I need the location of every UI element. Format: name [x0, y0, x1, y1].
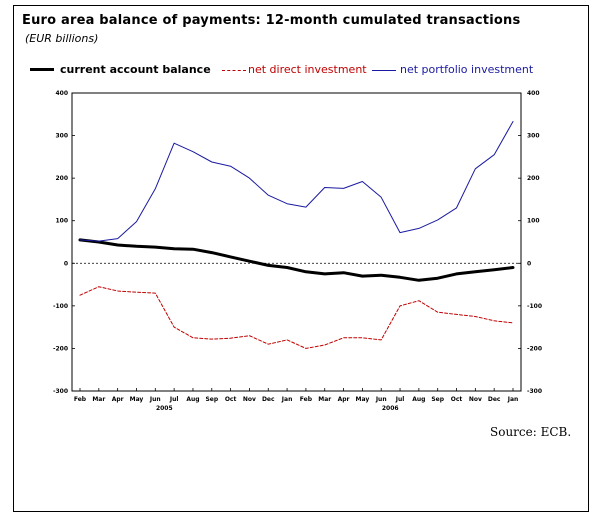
x-tick-label: Sep	[205, 396, 218, 403]
y-tick-label-right: -300	[527, 388, 542, 395]
y-tick-label-left: 0	[64, 260, 68, 267]
chart-subtitle: (EUR billions)	[25, 32, 99, 45]
x-tick-label: Oct	[451, 396, 463, 403]
legend-swatch-portfolio-investment	[372, 70, 396, 71]
source-note: Source: ECB.	[490, 425, 572, 439]
x-tick-label: Jan	[507, 396, 519, 403]
plot-area	[71, 92, 522, 392]
x-tick-label: Jul	[169, 396, 179, 403]
x-tick-label: Oct	[225, 396, 237, 403]
chart-title: Euro area balance of payments: 12-month …	[22, 13, 521, 28]
y-tick-label-right: 100	[527, 218, 540, 225]
x-tick-label: Jun	[375, 396, 387, 403]
series-line-net-portfolio-investment	[79, 121, 514, 242]
x-tick-label: Apr	[338, 396, 350, 403]
legend-swatch-current-account	[30, 68, 54, 71]
y-tick-label-right: -200	[527, 345, 542, 352]
legend-swatch-direct-investment	[222, 70, 246, 71]
x-tick-label: Feb	[74, 396, 87, 403]
x-tick-label: Dec	[262, 396, 275, 403]
x-tick-label: Feb	[300, 396, 313, 403]
y-tick-label-left: -100	[53, 303, 68, 310]
y-tick-label-left: 400	[55, 90, 68, 97]
legend-label-current-account: current account balance	[60, 63, 211, 76]
series-line-net-direct-investment	[79, 286, 514, 349]
series-line-current-account-balance	[78, 238, 515, 282]
x-tick-label: Apr	[112, 396, 124, 403]
x-tick-label: Jun	[149, 396, 161, 403]
x-year-label: 2006	[382, 405, 399, 412]
x-tick-label: Aug	[186, 396, 199, 403]
legend-label-portfolio-investment: net portfolio investment	[400, 63, 534, 76]
x-tick-label: Sep	[431, 396, 444, 403]
y-tick-label-left: -200	[53, 345, 68, 352]
y-tick-label-right: 300	[527, 133, 540, 140]
legend-label-direct-investment: net direct investment	[248, 63, 367, 76]
y-tick-label-right: -100	[527, 303, 542, 310]
y-tick-label-right: 400	[527, 90, 540, 97]
x-tick-label: Mar	[92, 396, 105, 403]
x-tick-label: Mar	[318, 396, 331, 403]
x-tick-label: Jan	[281, 396, 293, 403]
x-tick-label: Nov	[469, 396, 482, 403]
x-tick-label: May	[356, 396, 370, 403]
x-tick-label: Dec	[488, 396, 501, 403]
y-tick-label-right: 0	[527, 260, 531, 267]
x-tick-label: May	[130, 396, 144, 403]
y-tick-label-left: 100	[55, 218, 68, 225]
chart-frame	[13, 5, 589, 512]
x-year-label: 2005	[156, 405, 173, 412]
y-tick-label-left: 300	[55, 133, 68, 140]
y-tick-label-left: 200	[55, 175, 68, 182]
y-tick-label-left: -300	[53, 388, 68, 395]
y-tick-label-right: 200	[527, 175, 540, 182]
x-tick-label: Jul	[395, 396, 405, 403]
x-tick-label: Nov	[243, 396, 256, 403]
x-tick-label: Aug	[412, 396, 425, 403]
